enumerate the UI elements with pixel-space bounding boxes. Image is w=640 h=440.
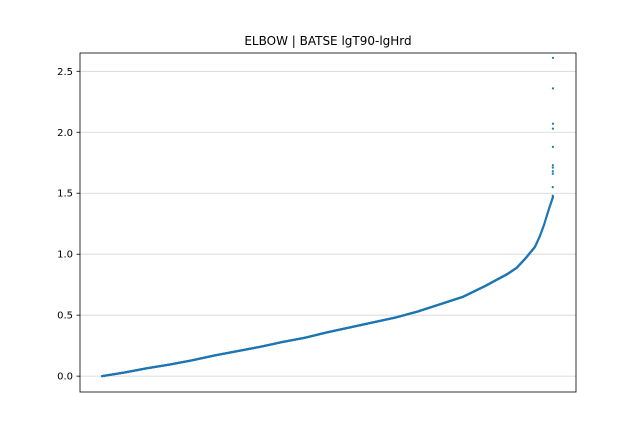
y-tick-label: 0.5 — [57, 311, 73, 322]
outlier-point — [551, 194, 554, 197]
outlier-point — [551, 186, 554, 189]
outlier-point — [551, 172, 554, 175]
outlier-point — [551, 145, 554, 148]
axes-frame — [79, 52, 577, 393]
y-ticks: 0.0 0.5 1.0 1.5 2.0 2.5 — [57, 67, 80, 383]
outlier-point — [551, 87, 555, 90]
y-tick-label: 1.0 — [57, 250, 73, 261]
outlier-point — [551, 127, 555, 130]
y-tick-label: 2.0 — [57, 128, 73, 139]
points-layer — [100, 56, 555, 378]
outlier-point — [551, 164, 554, 167]
grid-layer — [80, 70, 576, 377]
y-tick-label: 0.0 — [57, 372, 73, 383]
y-tick-label: 2.5 — [57, 67, 73, 78]
outlier-point — [551, 166, 554, 169]
y-tick-label: 1.5 — [57, 189, 73, 200]
outlier-point — [551, 56, 555, 59]
outlier-point — [551, 122, 555, 125]
outlier-point — [551, 170, 554, 173]
chart-title: ELBOW | BATSE lgT90-lgHrd — [244, 34, 411, 48]
